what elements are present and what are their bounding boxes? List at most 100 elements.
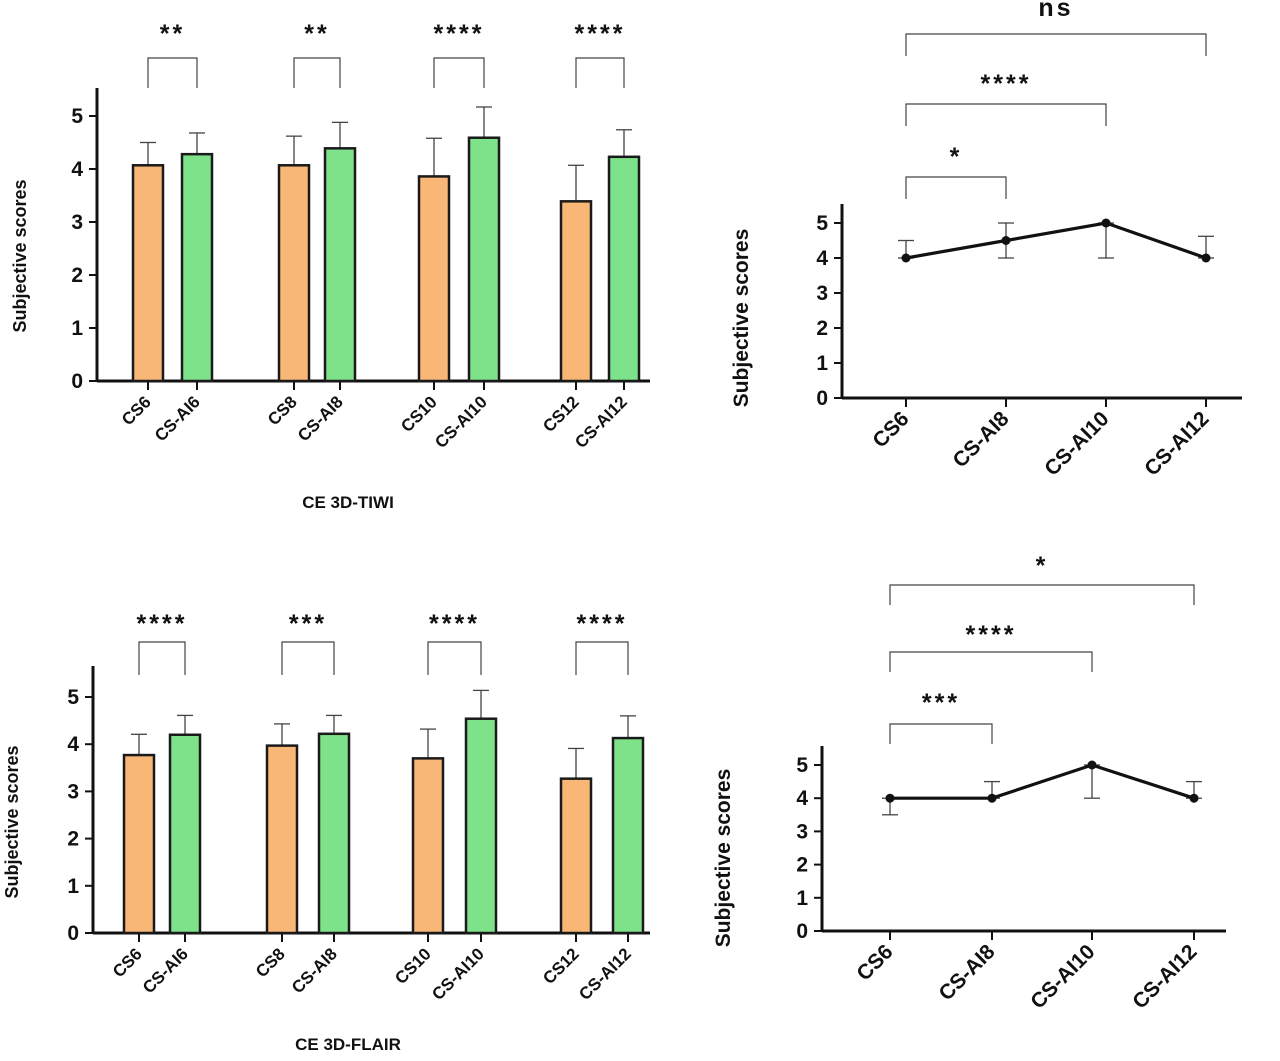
- data-point: [885, 793, 895, 803]
- x-tick-label: CS-AI8: [949, 407, 1014, 472]
- data-point: [901, 253, 911, 263]
- data-point: [1001, 236, 1011, 245]
- x-tick-label: CS-AI6: [151, 392, 204, 445]
- line-chart-4: Subjective scores 0 1 2 3 4 5 CS6 CS-AI8 CS-AI10 C…: [712, 552, 1226, 1013]
- x-tick-label: CS-AI6: [139, 944, 192, 997]
- x-axis-title: CE 3D-FLAIR: [295, 1035, 401, 1054]
- y-tick-label: 2: [796, 854, 808, 877]
- x-tick-label: CS10: [391, 944, 435, 988]
- significance-label: *: [1036, 552, 1049, 580]
- bar: [265, 744, 299, 935]
- x-tick-label: CS6: [868, 407, 913, 452]
- significance-label: ns: [1038, 0, 1073, 22]
- x-tick-label: CS8: [252, 944, 289, 981]
- y-tick-label: 1: [71, 317, 83, 340]
- x-tick-label: CS8: [264, 392, 301, 429]
- bar: [122, 753, 156, 935]
- x-tick-label: CS12: [539, 392, 583, 436]
- significance-bracket: [293, 57, 341, 88]
- series-line: [890, 763, 1195, 800]
- significance-bracket: [889, 584, 1195, 605]
- x-tick-label: CS-AI8: [294, 392, 347, 445]
- line-chart-2: Subjective scores 0 1 2 3 4 5 CS6 CS-AI8 CS-AI10 C…: [730, 0, 1242, 480]
- significance-bracket: [427, 641, 482, 675]
- significance-bracket: [905, 176, 1007, 199]
- significance-label: ****: [429, 610, 480, 638]
- y-tick-label: 5: [67, 686, 79, 709]
- significance-bracket: [889, 651, 1093, 672]
- series-line: [905, 221, 1207, 260]
- y-tick-label: 1: [67, 875, 79, 898]
- significance-label: **: [160, 20, 185, 48]
- x-tick-label: CS-AI12: [1128, 940, 1201, 1013]
- x-tick-label: CS10: [397, 392, 441, 436]
- y-tick-label: 0: [71, 370, 83, 393]
- significance-bracket: [575, 641, 629, 675]
- bar: [277, 164, 311, 383]
- bar: [323, 147, 357, 383]
- y-axis-label: Subjective scores: [2, 745, 22, 898]
- y-tick-label: 5: [796, 754, 808, 777]
- y-tick-label: 3: [796, 820, 808, 843]
- data-point: [1189, 793, 1199, 803]
- bar: [168, 733, 202, 935]
- x-tick-label: CS-AI8: [935, 940, 1000, 1005]
- y-tick-label: 0: [816, 387, 828, 410]
- significance-bracket: [889, 723, 993, 744]
- data-point: [1201, 253, 1211, 263]
- x-tick-label: CS-AI12: [571, 392, 631, 452]
- significance-label: ***: [922, 689, 960, 717]
- x-tick-label: CS-AI10: [1040, 407, 1113, 480]
- y-tick-label: 3: [71, 211, 83, 234]
- significance-bracket: [905, 103, 1107, 126]
- bar: [411, 757, 445, 935]
- significance-bracket: [138, 641, 186, 675]
- significance-label: ****: [981, 70, 1032, 98]
- significance-bracket: [905, 33, 1207, 56]
- bar: [467, 136, 501, 383]
- x-tick-label: CS-AI8: [288, 944, 341, 997]
- x-tick-label: CS-AI12: [575, 944, 635, 1004]
- significance-label: ****: [577, 610, 628, 638]
- significance-label: ***: [289, 610, 327, 638]
- x-tick-label: CS6: [118, 392, 155, 429]
- data-point: [1101, 218, 1111, 228]
- y-tick-label: 2: [816, 317, 828, 340]
- significance-bracket: [281, 641, 335, 675]
- bar: [464, 717, 498, 935]
- bar: [317, 732, 351, 935]
- bar: [607, 155, 641, 383]
- y-tick-label: 1: [816, 352, 828, 375]
- bar: [559, 200, 593, 383]
- bar: [559, 777, 593, 935]
- significance-label: *: [950, 143, 963, 171]
- bar: [131, 164, 165, 383]
- y-tick-label: 3: [816, 282, 828, 305]
- y-tick-label: 0: [67, 922, 79, 945]
- x-tick-label: CS6: [852, 940, 897, 985]
- y-tick-label: 4: [71, 158, 83, 181]
- data-point: [1087, 760, 1097, 770]
- x-tick-label: CS-AI10: [428, 944, 488, 1004]
- significance-bracket: [147, 57, 198, 88]
- x-tick-label: CS6: [109, 944, 146, 981]
- y-tick-label: 4: [796, 787, 808, 810]
- y-tick-label: 5: [816, 212, 828, 235]
- y-tick-label: 4: [67, 733, 79, 756]
- x-axis-title: CE 3D-TIWI: [302, 493, 394, 512]
- x-tick-label: CS-AI10: [1026, 940, 1099, 1013]
- x-tick-label: CS-AI12: [1140, 407, 1213, 480]
- significance-label: **: [304, 20, 329, 48]
- significance-label: ****: [137, 610, 188, 638]
- bar: [417, 175, 451, 383]
- y-axis-label: Subjective scores: [10, 179, 30, 332]
- y-tick-label: 4: [816, 247, 828, 270]
- y-tick-label: 0: [796, 920, 808, 943]
- bar: [611, 736, 645, 935]
- y-axis-label: Subjective scores: [730, 229, 753, 408]
- y-tick-label: 1: [796, 887, 808, 910]
